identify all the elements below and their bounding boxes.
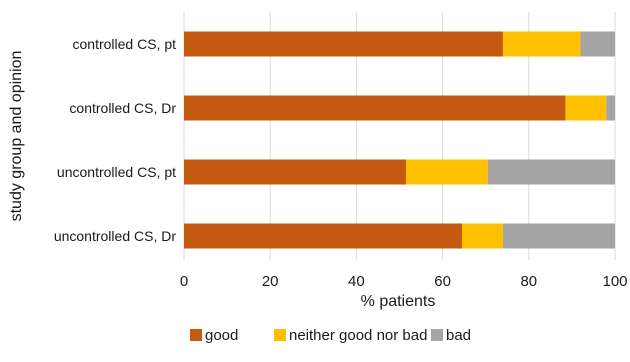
bar-segment-good-3 xyxy=(184,223,462,249)
category-label: uncontrolled CS, pt xyxy=(57,164,176,180)
bar-segment-neither-good-nor-bad-1 xyxy=(565,95,607,121)
legend-label-neither-good-nor-bad: neither good nor bad xyxy=(289,327,427,344)
x-tick-label: 80 xyxy=(520,273,537,290)
bar-segment-good-0 xyxy=(184,31,503,57)
bar-segment-neither-good-nor-bad-3 xyxy=(461,223,503,249)
category-labels: controlled CS, pt controlled CS, Dr uncont… xyxy=(54,36,177,244)
x-tick-label: 100 xyxy=(602,273,627,290)
legend-swatch-neither-good-nor-bad xyxy=(274,329,286,341)
x-tick-label: 20 xyxy=(262,273,279,290)
category-label: controlled CS, Dr xyxy=(69,100,176,116)
bar-segment-good-1 xyxy=(184,95,566,121)
legend-label-good: good xyxy=(205,327,238,344)
category-label: uncontrolled CS, Dr xyxy=(54,228,177,244)
bar-segment-bad-2 xyxy=(487,159,615,185)
x-tick-label: 0 xyxy=(180,273,188,290)
bar-segment-bad-1 xyxy=(606,95,615,121)
x-axis-title: % patients xyxy=(361,293,436,310)
x-tick-label: 40 xyxy=(348,273,365,290)
x-tick-labels: 0 20 40 60 80 100 xyxy=(180,273,628,290)
y-axis-title: study group and opinion xyxy=(8,51,25,222)
legend: good neither good nor bad bad xyxy=(190,327,471,344)
legend-swatch-good xyxy=(190,329,202,341)
x-tick-label: 60 xyxy=(434,273,451,290)
legend-swatch-bad xyxy=(431,329,443,341)
bar-segment-bad-0 xyxy=(580,31,615,57)
bar-segment-neither-good-nor-bad-0 xyxy=(502,31,581,57)
bar-segment-bad-3 xyxy=(502,223,615,249)
category-label: controlled CS, pt xyxy=(73,36,177,52)
legend-label-bad: bad xyxy=(446,327,471,344)
bars xyxy=(184,31,615,249)
bar-segment-neither-good-nor-bad-2 xyxy=(405,159,488,185)
bar-segment-good-2 xyxy=(184,159,406,185)
